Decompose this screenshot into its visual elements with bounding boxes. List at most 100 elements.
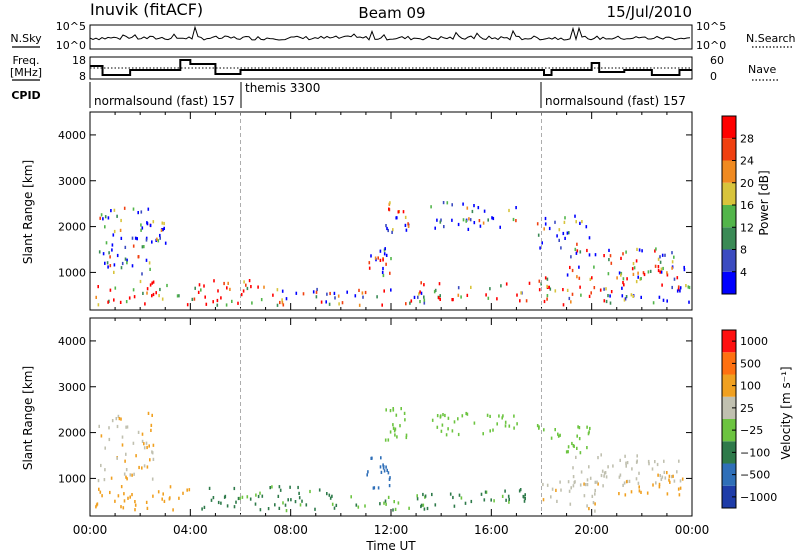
heatmap-cell [404, 418, 406, 422]
heatmap-cell [460, 496, 463, 500]
heatmap-cell [640, 295, 642, 299]
heatmap-cell [594, 488, 596, 493]
heatmap-cell [298, 496, 301, 500]
time-axis-label: Time UT [365, 539, 416, 553]
heatmap-cell [140, 223, 142, 227]
heatmap-cell [138, 465, 140, 470]
heatmap-cell [581, 220, 583, 224]
heatmap-cell [151, 294, 153, 298]
heatmap-cell [383, 289, 385, 293]
heatmap-cell [335, 503, 338, 507]
heatmap-cell [233, 505, 236, 509]
heatmap-cell [574, 247, 577, 251]
heatmap-cell [544, 276, 547, 280]
heatmap-cell [619, 473, 622, 477]
heatmap-cell [662, 298, 665, 302]
heatmap-cell [109, 288, 112, 292]
heatmap-cell [281, 289, 284, 293]
heatmap-cell [301, 499, 303, 503]
heatmap-cell [354, 294, 357, 298]
heatmap-cell [602, 484, 604, 488]
heatmap-cell [413, 295, 416, 299]
heatmap-cell [550, 436, 553, 440]
heatmap-cell [193, 297, 196, 301]
heatmap-cell [473, 221, 476, 225]
heatmap-cell [504, 489, 506, 493]
heatmap-cell [654, 460, 656, 464]
heatmap-cell [141, 226, 144, 230]
heatmap-cell [388, 207, 390, 211]
heatmap-cell [142, 291, 144, 295]
heatmap-cell [679, 479, 682, 483]
heatmap-cell [148, 444, 150, 448]
heatmap-cell [624, 297, 627, 301]
heatmap-cell [616, 276, 618, 280]
heatmap-cell [549, 287, 552, 291]
heatmap-cell [237, 301, 239, 305]
heatmap-cell [640, 277, 642, 281]
heatmap-cell [213, 279, 215, 283]
heatmap-cell [436, 218, 438, 222]
heatmap-cell [416, 494, 418, 498]
heatmap-cell [407, 222, 409, 226]
heatmap-cell [380, 470, 383, 474]
heatmap-cell [554, 220, 556, 224]
heatmap-cell [630, 293, 633, 297]
date-title: 15/Jul/2010 [607, 3, 692, 21]
heatmap-cell [132, 441, 135, 445]
heatmap-cell [217, 500, 220, 505]
heatmap-cell [119, 300, 122, 304]
heatmap-cell [162, 492, 164, 496]
heatmap-cell [194, 286, 196, 290]
colorbar-segment [722, 205, 736, 228]
heatmap-cell [141, 245, 144, 249]
heatmap-cell [315, 295, 318, 299]
heatmap-cell [390, 288, 392, 292]
heatmap-cell [216, 298, 219, 303]
search-label: N.Search [746, 32, 796, 45]
nave-label: Nave [748, 63, 776, 76]
heatmap-cell [559, 480, 561, 484]
heatmap-cell [126, 477, 128, 481]
heatmap-cell [501, 416, 503, 420]
heatmap-cell [580, 293, 582, 297]
heatmap-cell [676, 470, 678, 474]
heatmap-cell [639, 277, 641, 281]
heatmap-cell [134, 236, 137, 240]
heatmap-cell [671, 251, 673, 255]
heatmap-cell [164, 241, 167, 245]
colorbar-tick-label: −25 [740, 424, 763, 437]
heatmap-cell [131, 473, 133, 477]
colorbar-segment [722, 227, 736, 250]
heatmap-cell [387, 471, 390, 475]
heatmap-cell [140, 210, 143, 214]
heatmap-cell [577, 425, 579, 429]
heatmap-cell [100, 463, 102, 468]
heatmap-cell [550, 495, 552, 499]
heatmap-cell [116, 253, 119, 258]
heatmap-cell [294, 500, 297, 504]
heatmap-cell [126, 258, 128, 262]
time-tick-label: 00:00 [675, 523, 710, 537]
heatmap-cell [104, 225, 106, 229]
heatmap-cell [137, 430, 140, 434]
heatmap-cell [586, 446, 588, 450]
heatmap-cell [593, 286, 596, 290]
heatmap-cell [146, 465, 149, 469]
heatmap-cell [434, 288, 437, 292]
heatmap-cell [461, 414, 464, 418]
heatmap-cell [389, 201, 391, 205]
heatmap-cell [383, 252, 386, 256]
heatmap-cell [159, 233, 161, 238]
heatmap-cell [566, 288, 569, 292]
heatmap-cell [389, 271, 391, 275]
heatmap-cell [579, 451, 582, 455]
heatmap-cell [358, 303, 361, 307]
heatmap-cell [422, 503, 425, 507]
heatmap-cell [161, 221, 164, 225]
frequency-trace [90, 59, 692, 76]
heatmap-cell [405, 433, 408, 437]
search-tick-top: 10^5 [696, 20, 726, 33]
heatmap-cell [562, 231, 565, 236]
heatmap-cell [523, 499, 526, 503]
